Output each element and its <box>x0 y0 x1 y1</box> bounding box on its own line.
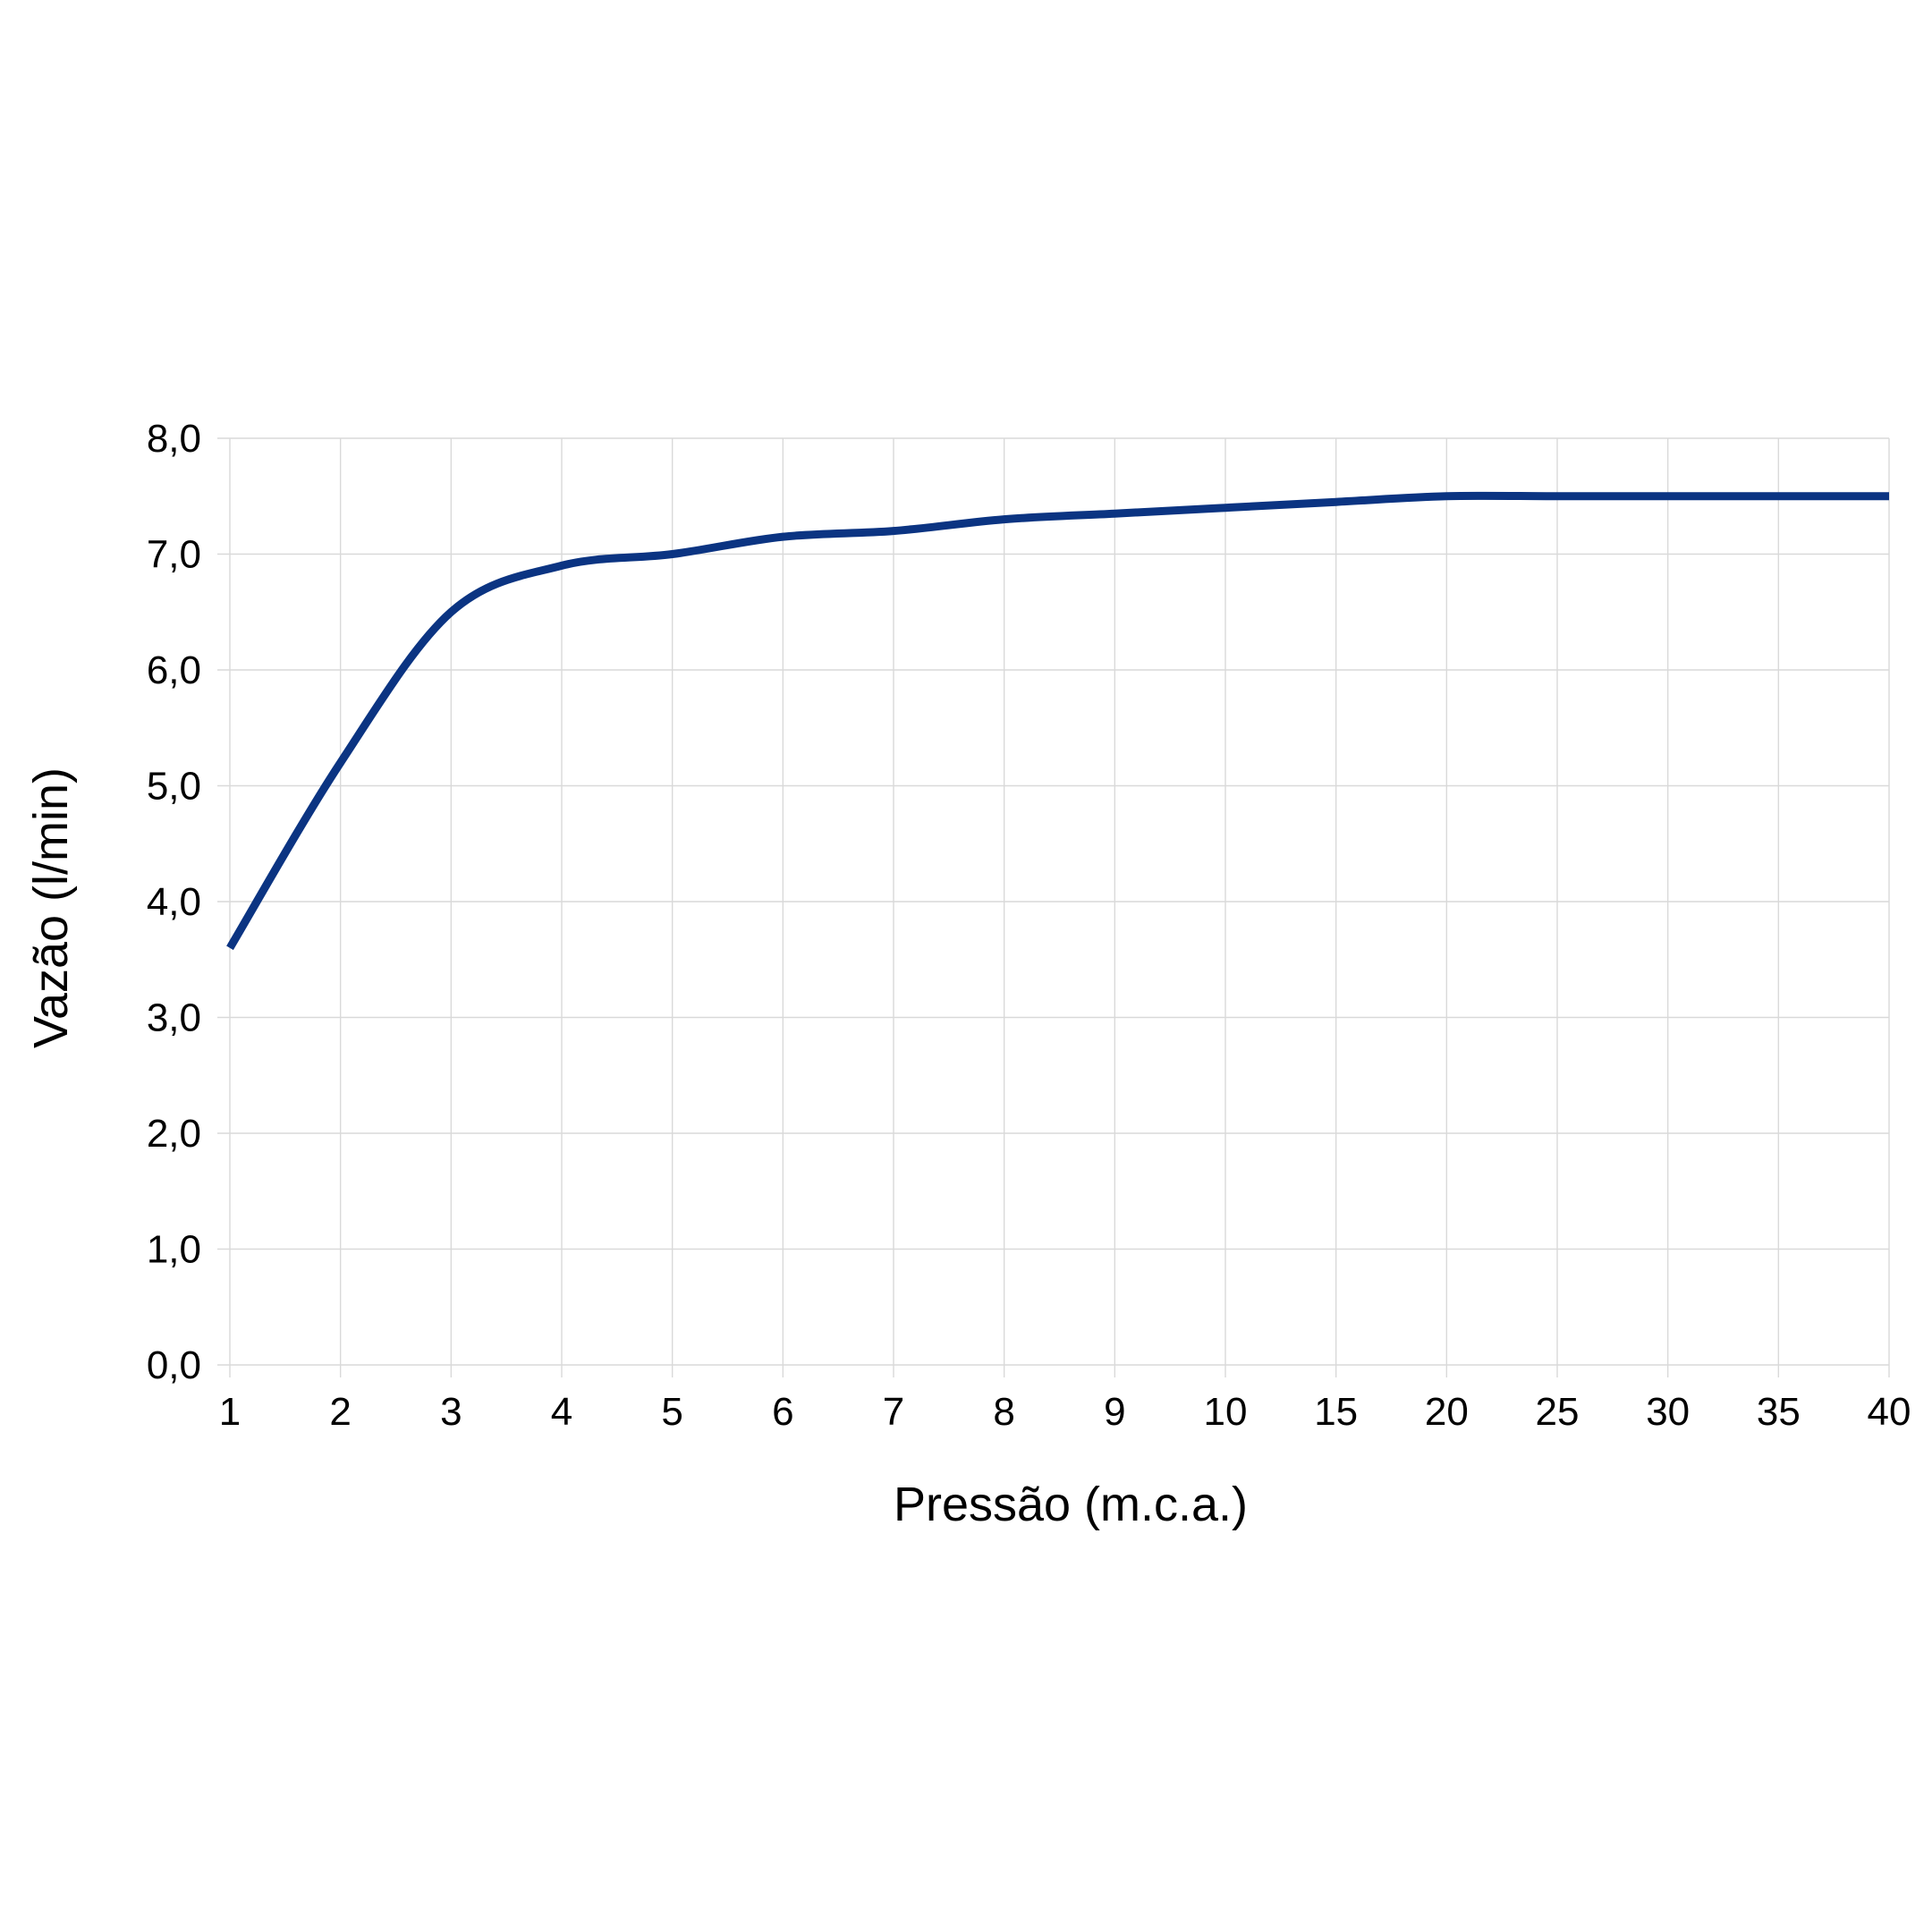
x-tick-label: 40 <box>1868 1390 1911 1434</box>
x-axis-label: Pressão (m.c.a.) <box>894 1478 1248 1531</box>
x-tick-label: 15 <box>1314 1390 1358 1434</box>
y-tick-label: 6,0 <box>147 648 201 692</box>
y-axis-ticks: 0,0 1,0 2,0 3,0 4,0 5,0 6,0 7,0 8,0 <box>147 417 201 1387</box>
y-tick-label: 7,0 <box>147 533 201 577</box>
x-tick-label: 5 <box>661 1390 682 1434</box>
y-tick-label: 0,0 <box>147 1343 201 1387</box>
x-tick-label: 4 <box>551 1390 572 1434</box>
grid <box>217 437 1890 1377</box>
x-tick-label: 10 <box>1204 1390 1248 1434</box>
y-axis-label: Vazão (l/min) <box>24 767 78 1048</box>
y-tick-label: 2,0 <box>147 1112 201 1156</box>
x-tick-label: 35 <box>1757 1390 1801 1434</box>
x-tick-label: 7 <box>883 1390 904 1434</box>
y-tick-label: 4,0 <box>147 880 201 924</box>
x-tick-label: 2 <box>329 1390 351 1434</box>
x-tick-label: 30 <box>1646 1390 1690 1434</box>
x-tick-label: 8 <box>993 1390 1014 1434</box>
x-tick-label: 9 <box>1104 1390 1125 1434</box>
x-tick-label: 1 <box>219 1390 241 1434</box>
x-tick-label: 20 <box>1425 1390 1469 1434</box>
y-tick-label: 5,0 <box>147 765 201 809</box>
series <box>226 491 1889 951</box>
x-tick-label: 3 <box>440 1390 462 1434</box>
y-tick-label: 1,0 <box>147 1228 201 1272</box>
x-tick-label: 25 <box>1536 1390 1580 1434</box>
x-tick-label: 6 <box>772 1390 793 1434</box>
y-tick-label: 3,0 <box>147 996 201 1040</box>
y-tick-label: 8,0 <box>147 417 201 461</box>
x-axis-ticks: 1 2 3 4 5 6 7 8 9 10 15 20 25 30 35 40 <box>219 1390 1911 1434</box>
series-line <box>226 491 1889 951</box>
